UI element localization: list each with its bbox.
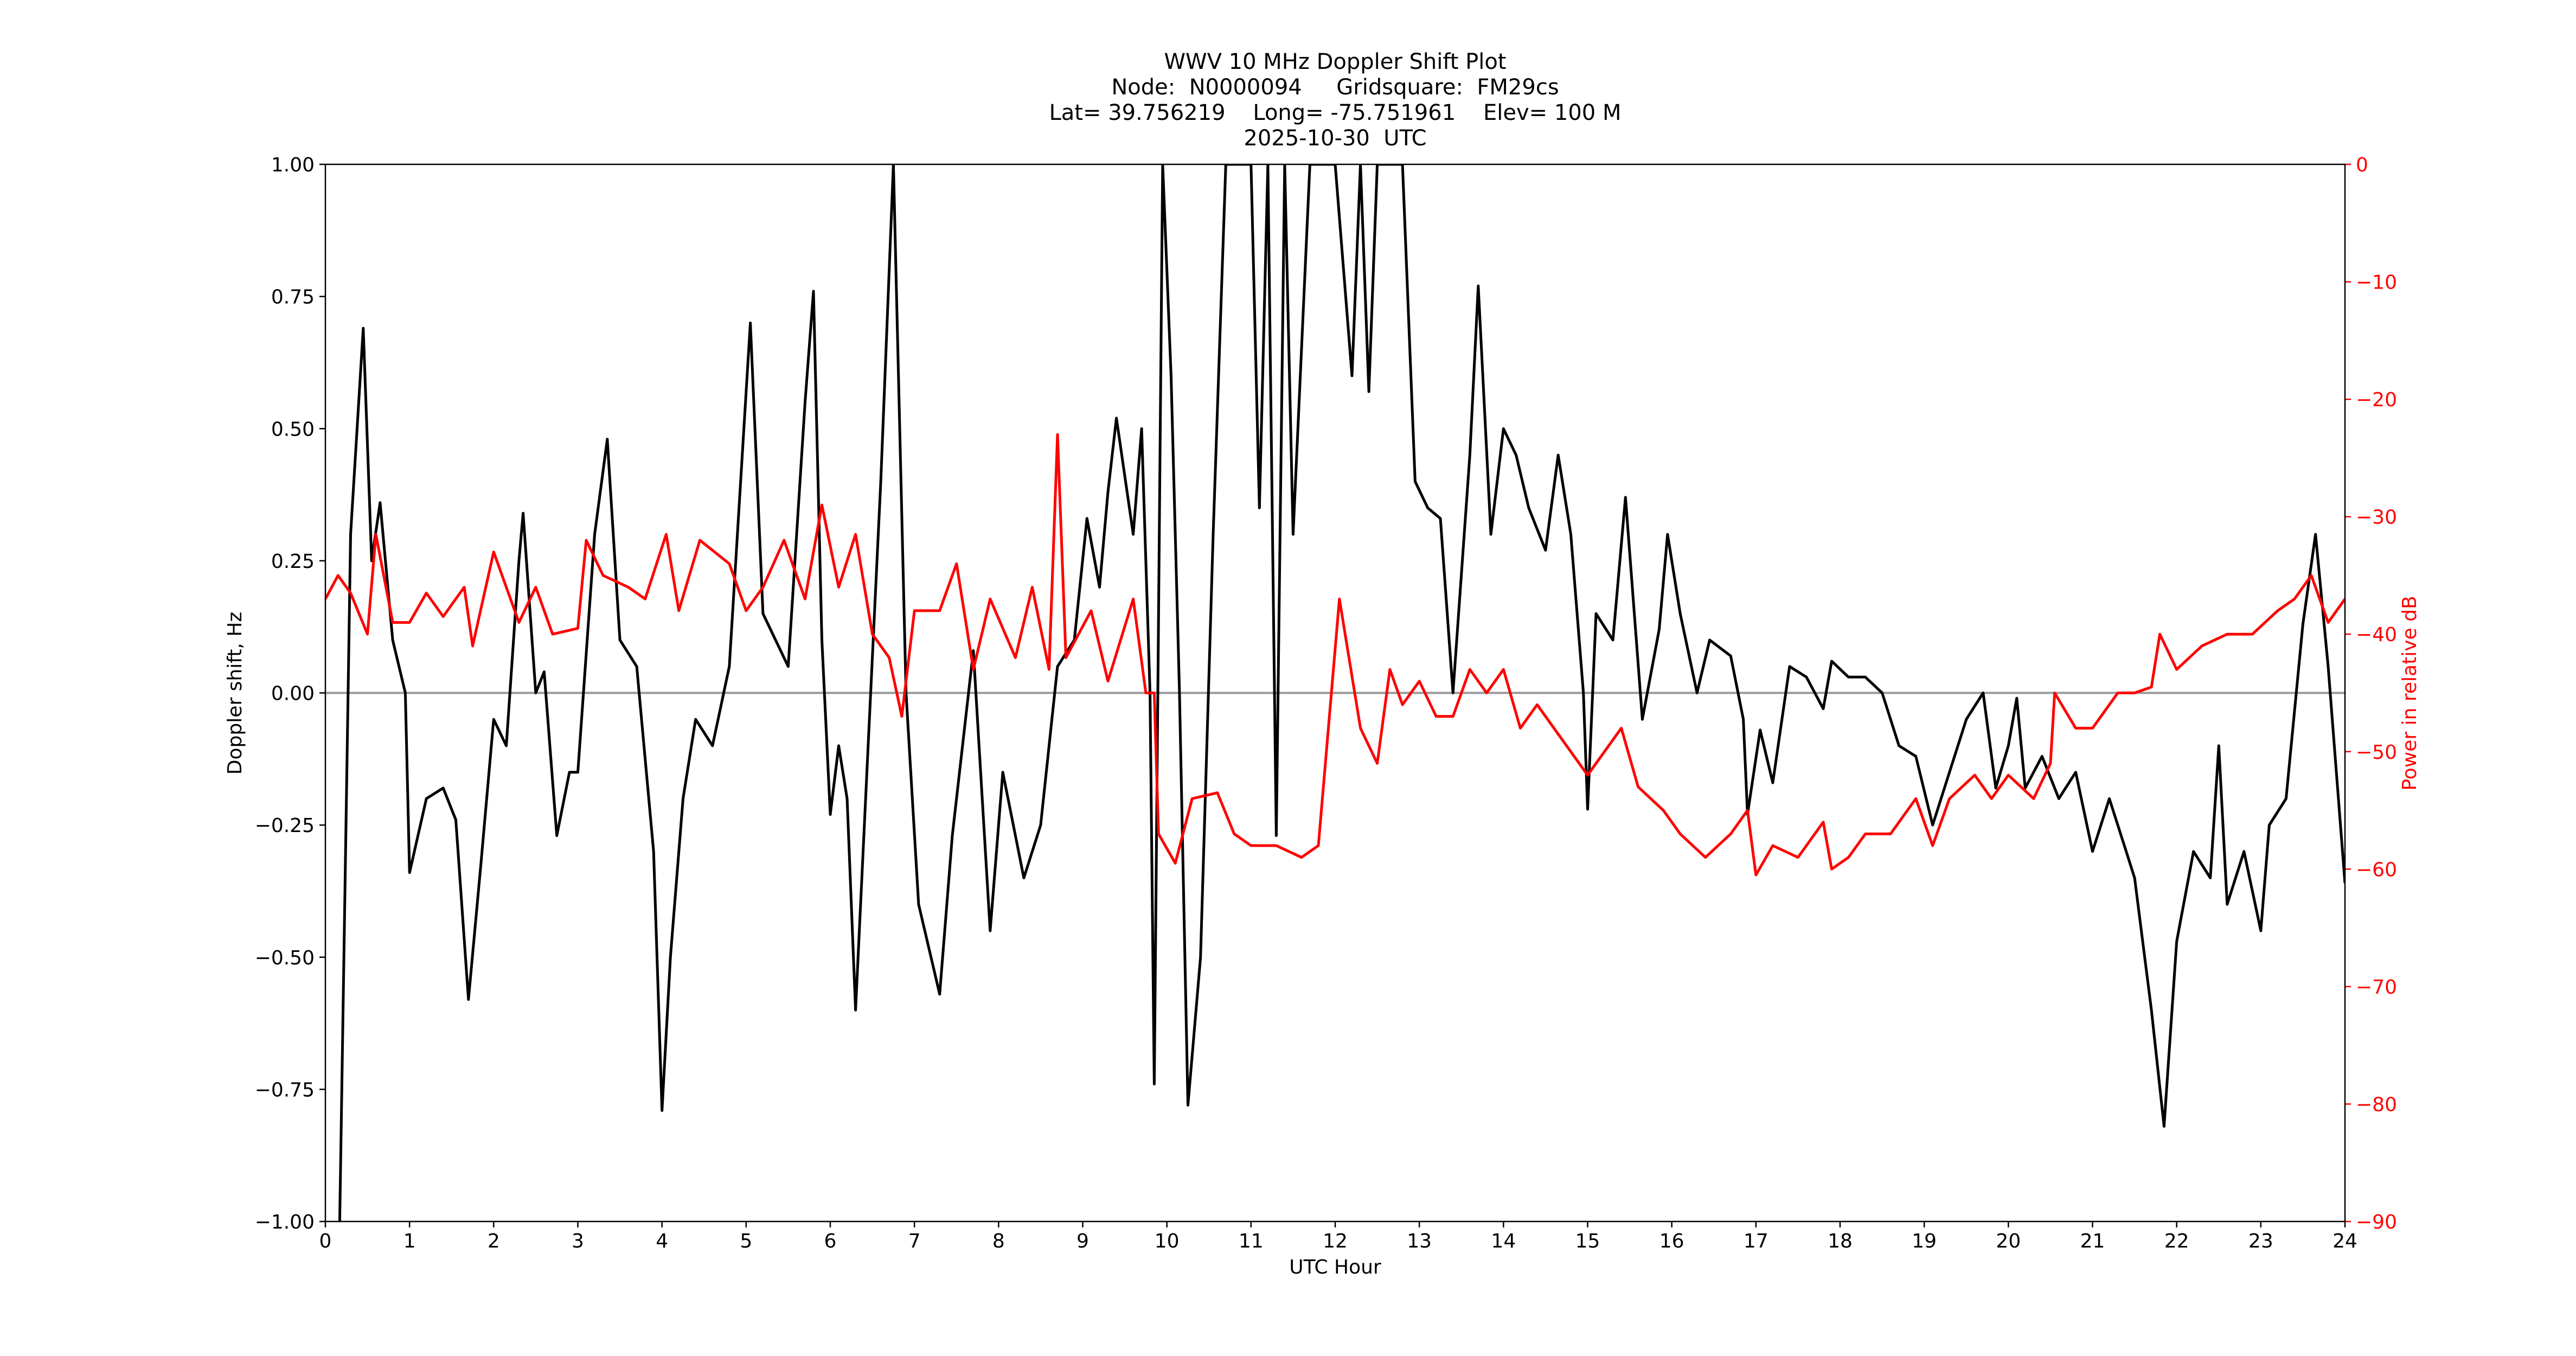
y2-tick-label: 0 (2356, 154, 2368, 176)
y-tick-label: 0.25 (271, 551, 315, 573)
x-tick-label: 19 (1912, 1230, 1937, 1252)
x-tick-label: 2 (488, 1230, 500, 1252)
y-tick-label: 1.00 (271, 154, 315, 176)
x-tick-label: 6 (824, 1230, 837, 1252)
y-tick-label: −0.75 (255, 1079, 315, 1101)
x-tick-label: 5 (740, 1230, 752, 1252)
chart-title: WWV 10 MHz Doppler Shift Plot (1164, 49, 1506, 74)
x-tick-label: 13 (1407, 1230, 1432, 1252)
x-tick-label: 11 (1239, 1230, 1264, 1252)
y-tick-label: −0.25 (255, 815, 315, 837)
x-tick-label: 12 (1323, 1230, 1348, 1252)
x-tick-label: 4 (656, 1230, 668, 1252)
y2-tick-label: −50 (2356, 741, 2397, 764)
y2-tick-label: −60 (2356, 859, 2397, 881)
y2-axis-label: Power in relative dB (2399, 596, 2421, 790)
x-tick-label: 18 (1828, 1230, 1853, 1252)
x-tick-label: 22 (2164, 1230, 2189, 1252)
y-tick-label: −1.00 (255, 1211, 315, 1233)
x-tick-label: 3 (572, 1230, 584, 1252)
y2-tick-label: −40 (2356, 624, 2397, 646)
x-tick-label: 8 (992, 1230, 1005, 1252)
plot-frame (324, 163, 2346, 1223)
x-tick-label: 7 (908, 1230, 921, 1252)
y2-tick-label: −70 (2356, 976, 2397, 999)
x-tick-label: 1 (403, 1230, 416, 1252)
chart-subtitle: 2025-10-30 UTC (1244, 126, 1426, 151)
x-axis-label: UTC Hour (1289, 1256, 1381, 1278)
x-tick-label: 10 (1155, 1230, 1180, 1252)
y-tick-label: 0.00 (271, 683, 315, 705)
y-tick-label: 0.50 (271, 418, 315, 440)
x-tick-label: 0 (319, 1230, 332, 1252)
x-tick-label: 24 (2333, 1230, 2357, 1252)
x-tick-label: 20 (1996, 1230, 2021, 1252)
y2-tick-label: −30 (2356, 507, 2397, 529)
y-axis-label: Doppler shift, Hz (224, 612, 246, 775)
x-tick-label: 21 (2080, 1230, 2105, 1252)
chart-subtitle: Lat= 39.756219 Long= -75.751961 Elev= 10… (1049, 100, 1622, 125)
x-tick-label: 16 (1659, 1230, 1684, 1252)
y2-tick-label: −90 (2356, 1211, 2397, 1233)
x-tick-label: 14 (1491, 1230, 1516, 1252)
x-tick-label: 15 (1575, 1230, 1600, 1252)
y2-tick-label: −20 (2356, 389, 2397, 411)
x-tick-label: 9 (1076, 1230, 1089, 1252)
y2-tick-label: −80 (2356, 1093, 2397, 1116)
x-tick-label: 23 (2248, 1230, 2273, 1252)
y-tick-label: −0.50 (255, 947, 315, 969)
y-tick-label: 0.75 (271, 286, 315, 309)
chart-subtitle: Node: N0000094 Gridsquare: FM29cs (1111, 75, 1559, 100)
y2-tick-label: −10 (2356, 272, 2397, 294)
series-line (325, 433, 2345, 877)
series-line (338, 164, 2345, 1221)
x-tick-label: 17 (1744, 1230, 1768, 1252)
